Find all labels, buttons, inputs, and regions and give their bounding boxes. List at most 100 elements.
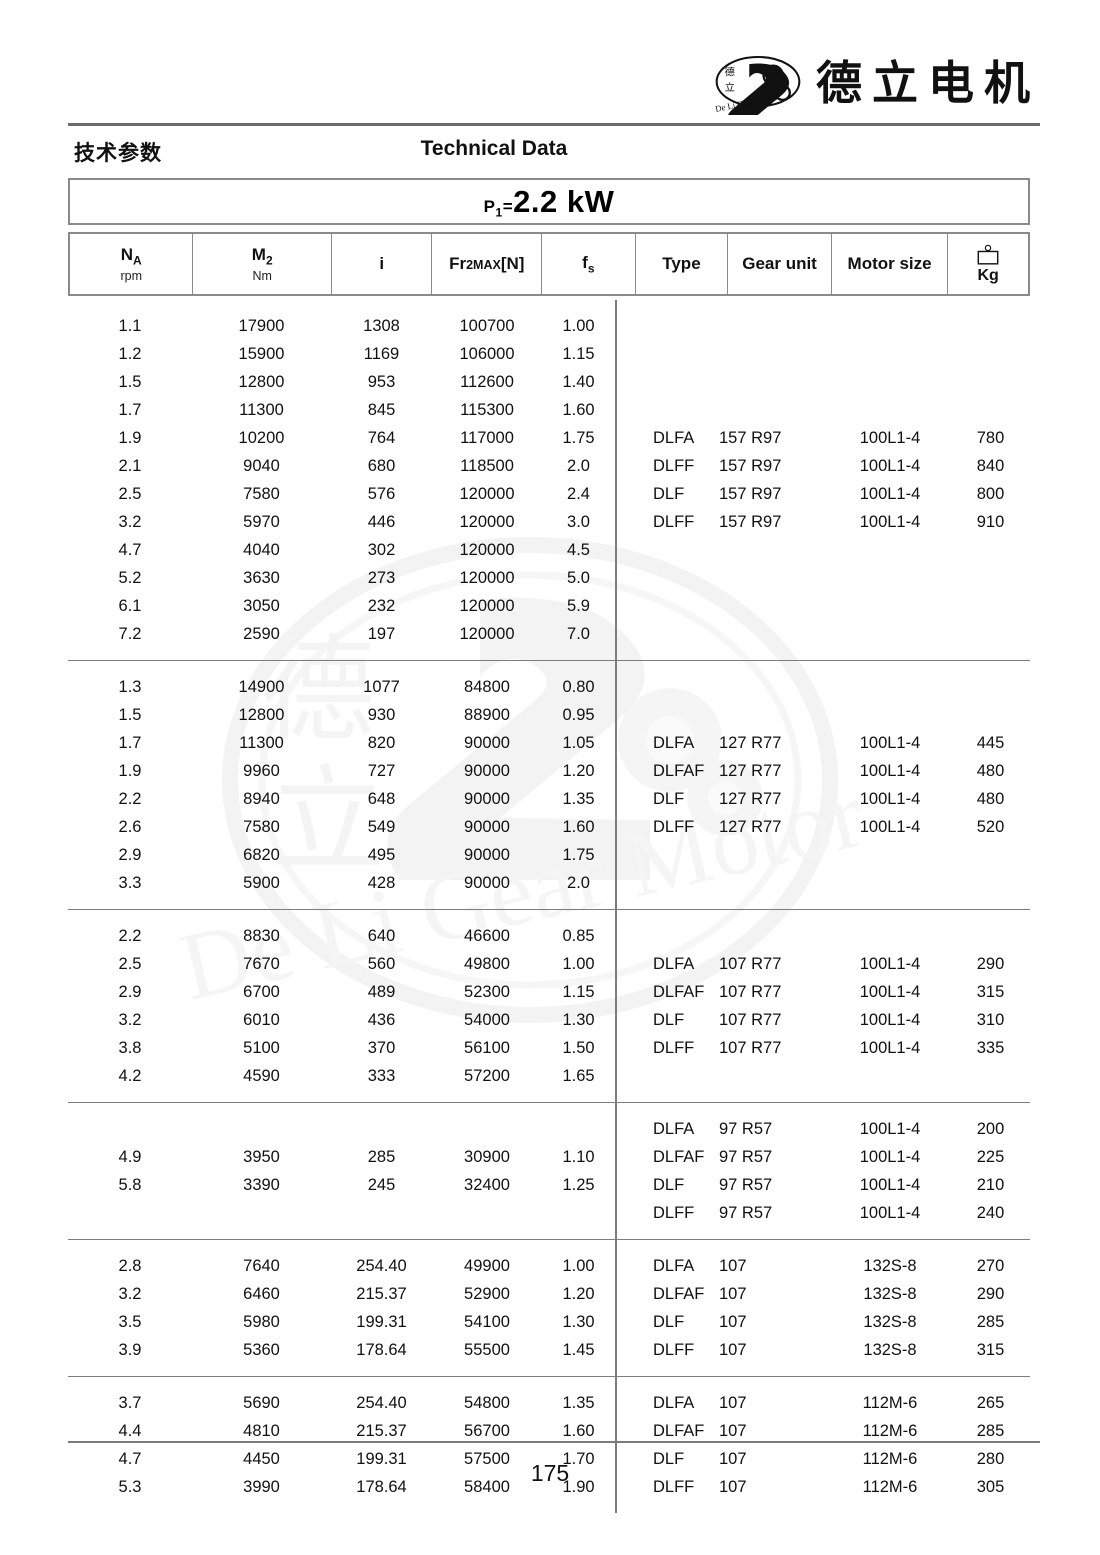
cell-kg: 480 <box>976 789 1005 808</box>
cell-gear: 97 R57 <box>719 1175 773 1194</box>
table-row: 2.9 6700 489 52300 1.15 <box>68 978 615 1006</box>
cell-gear: 107 <box>719 1477 747 1496</box>
cell-m2: 7580 <box>243 817 280 836</box>
table-row: 4.7 4450 199.31 57500 1.70 <box>68 1445 615 1473</box>
cell-i: 953 <box>367 372 396 391</box>
variant-row: DLF 107 112M-6 280 <box>615 1445 1030 1473</box>
cell-motor: 132S-8 <box>863 1284 917 1303</box>
cell-na: 6.1 <box>118 596 142 615</box>
cell-gear: 107 <box>719 1256 747 1275</box>
cell-motor: 100L1-4 <box>859 512 921 531</box>
cell-m2: 3990 <box>243 1477 280 1496</box>
cell-fr: 46600 <box>464 926 510 945</box>
cell-fs: 1.15 <box>562 982 595 1001</box>
cell-na: 2.1 <box>118 456 142 475</box>
cell-fr: 120000 <box>459 596 515 615</box>
cell-na: 5.3 <box>118 1477 142 1496</box>
cell-i: 576 <box>367 484 396 503</box>
variant-row: DLFF 127 R77 100L1-4 520 <box>615 813 1030 841</box>
cell-i: 640 <box>367 926 396 945</box>
cell-kg: 310 <box>976 1010 1005 1029</box>
cell-type: DLFAF <box>653 1284 705 1303</box>
cell-fs: 1.60 <box>562 817 595 836</box>
cell-fr: 57500 <box>464 1449 510 1468</box>
cell-m2: 6460 <box>243 1284 280 1303</box>
cell-fr: 120000 <box>459 540 515 559</box>
cell-fr: 115300 <box>460 400 514 419</box>
cell-na: 3.2 <box>118 1284 142 1303</box>
cell-na: 1.2 <box>118 344 142 363</box>
cell-m2: 9960 <box>243 761 280 780</box>
cell-type: DLF <box>653 1010 685 1029</box>
cell-m2: 17900 <box>238 316 285 335</box>
cell-i: 560 <box>367 954 396 973</box>
cell-m2: 6700 <box>243 982 280 1001</box>
cell-kg: 480 <box>976 761 1005 780</box>
variant-row: DLFA 107 132S-8 270 <box>615 1252 1030 1280</box>
power-rating-box: P1=2.2 kW <box>68 178 1030 225</box>
column-header-weight: Kg <box>948 234 1028 294</box>
variant-row: DLFAF 97 R57 100L1-4 225 <box>615 1143 1030 1171</box>
cell-fr: 120000 <box>459 512 515 531</box>
cell-m2: 7640 <box>243 1256 280 1275</box>
cell-fs: 1.00 <box>562 316 595 335</box>
cell-motor: 100L1-4 <box>859 1010 921 1029</box>
cell-i: 215.37 <box>356 1421 407 1440</box>
cell-fr: 54100 <box>464 1312 510 1331</box>
cell-fs: 1.30 <box>562 1312 595 1331</box>
cell-type: DLFF <box>653 1038 695 1057</box>
variant-row: DLFAF 107 132S-8 290 <box>615 1280 1030 1308</box>
weight-unit-label: Kg <box>977 266 999 284</box>
table-row: 4.9 3950 285 30900 1.10 <box>68 1143 615 1171</box>
cell-fs: 1.00 <box>562 1256 595 1275</box>
cell-gear: 127 R77 <box>719 817 782 836</box>
cell-kg: 520 <box>976 817 1005 836</box>
cell-kg: 240 <box>976 1203 1005 1222</box>
cell-motor: 112M-6 <box>862 1477 918 1496</box>
variant-row: DLFF 107 R77 100L1-4 335 <box>615 1034 1030 1062</box>
cell-i: 1308 <box>363 316 400 335</box>
cell-m2: 4450 <box>243 1449 280 1468</box>
cell-fs: 1.50 <box>562 1038 595 1057</box>
cell-m2: 6010 <box>243 1010 280 1029</box>
cell-m2: 4810 <box>243 1421 280 1440</box>
data-block: 4.9 3950 285 30900 1.10 5.8 3390 245 32400 1.25 DL… <box>68 1103 1030 1240</box>
cell-fs: 1.20 <box>562 761 595 780</box>
cell-motor: 112M-6 <box>862 1393 918 1412</box>
cell-type: DLFF <box>653 512 695 531</box>
cell-na: 5.8 <box>118 1175 142 1194</box>
variant-row: DLFAF 107 112M-6 285 <box>615 1417 1030 1445</box>
cell-kg: 290 <box>976 954 1005 973</box>
table-row: 3.5 5980 199.31 54100 1.30 <box>68 1308 615 1336</box>
cell-fs: 1.20 <box>562 1284 595 1303</box>
power-value: 2.2 kW <box>513 183 615 219</box>
cell-m2: 5970 <box>243 512 280 531</box>
cell-m2: 5100 <box>243 1038 280 1057</box>
cell-i: 930 <box>367 705 396 724</box>
table-row: 3.7 5690 254.40 54800 1.35 <box>68 1389 615 1417</box>
column-header-m2: M2 Nm <box>193 234 332 294</box>
cell-i: 820 <box>367 733 396 752</box>
cell-motor: 100L1-4 <box>859 817 921 836</box>
table-row: 1.9 10200 764 117000 1.75 <box>68 424 615 452</box>
cell-na: 3.3 <box>118 873 142 892</box>
section-title-cn: 技术参数 <box>74 142 162 165</box>
variant-row: DLF 107 R77 100L1-4 310 <box>615 1006 1030 1034</box>
cell-i: 199.31 <box>356 1312 407 1331</box>
data-block: 3.7 5690 254.40 54800 1.35 4.4 4810 215.37 56700… <box>68 1377 1030 1513</box>
svg-text:德: 德 <box>725 65 735 78</box>
pane-divider <box>615 300 617 1513</box>
cell-kg: 315 <box>976 1340 1005 1359</box>
cell-type: DLFA <box>653 1119 695 1138</box>
cell-fr: 52900 <box>464 1284 510 1303</box>
cell-fr: 106000 <box>459 344 515 363</box>
variant-pane: DLFA 107 132S-8 270 DLFAF 107 132S-8 290 DLF 107 1… <box>615 1240 1030 1376</box>
cell-i: 199.31 <box>356 1449 407 1468</box>
cell-motor: 100L1-4 <box>859 456 921 475</box>
cell-gear: 157 R97 <box>719 456 782 475</box>
variant-row: DLF 97 R57 100L1-4 210 <box>615 1171 1030 1199</box>
cell-fr: 52300 <box>464 982 510 1001</box>
cell-type: DLFA <box>653 428 695 447</box>
cell-i: 254.40 <box>356 1393 407 1412</box>
